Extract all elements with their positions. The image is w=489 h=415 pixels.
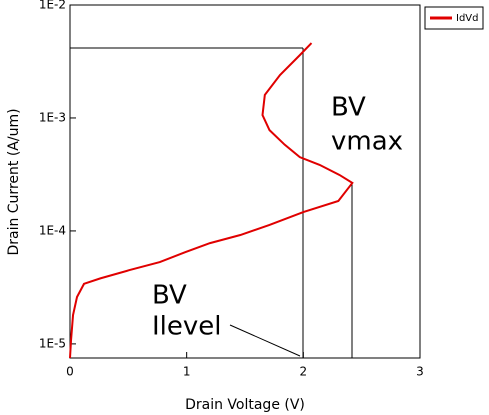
data-line [69,42,354,359]
leader-line [229,324,301,357]
y-tick-label: 1E-2 [39,0,66,12]
x-tick-label: 1 [183,365,191,379]
x-tick-label: 0 [66,365,74,379]
annotation: vmax [331,127,403,157]
plot-frame [69,4,421,359]
annotation: BV [152,281,187,311]
legend [424,6,484,30]
y-axis-label: Drain Current (A/um) [6,108,22,255]
y-tick-label: 1E-5 [39,336,66,350]
x-axis-label: Drain Voltage (V) [185,397,305,413]
annotation: Ilevel [152,312,222,342]
legend-label: IdVd [456,13,479,24]
annotation: BV [331,93,366,123]
x-tick-label: 2 [300,365,308,379]
x-tick-label: 3 [416,365,424,379]
y-tick-label: 1E-3 [39,110,66,124]
y-tick-label: 1E-4 [39,223,66,237]
